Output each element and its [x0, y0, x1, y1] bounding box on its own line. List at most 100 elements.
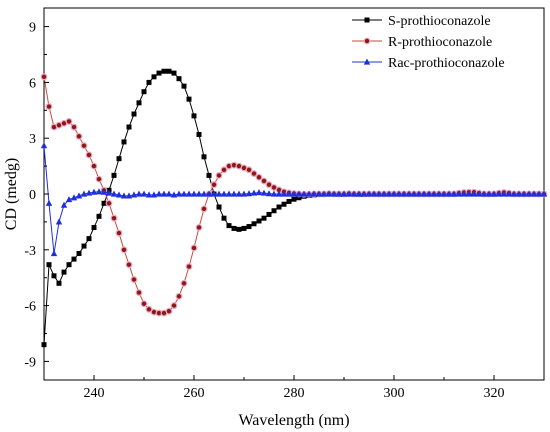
data-point [385, 190, 393, 197]
data-point [170, 191, 178, 198]
data-point [495, 190, 503, 197]
series-line [43, 70, 544, 345]
data-point [530, 190, 538, 197]
data-point [145, 305, 153, 313]
data-point [200, 190, 208, 197]
data-point [455, 190, 463, 197]
data-point [465, 190, 473, 197]
data-point [80, 142, 88, 150]
data-point [111, 172, 117, 178]
data-point [335, 190, 343, 197]
data-point [140, 190, 148, 197]
plot-area: 240 260 280 300 320 -9 -6 -3 0 3 6 9 [24, 7, 548, 401]
data-point [226, 223, 232, 229]
data-point [86, 236, 92, 242]
data-point [61, 269, 67, 275]
data-point [151, 74, 157, 80]
data-point [500, 190, 508, 197]
data-point [65, 196, 73, 203]
data-point [150, 191, 158, 198]
data-point [125, 192, 133, 199]
data-point [255, 189, 263, 196]
data-point [320, 190, 328, 197]
data-point [200, 205, 208, 213]
data-point [400, 190, 408, 197]
data-point [70, 194, 78, 201]
data-point [100, 188, 108, 195]
legend-label: S-prothioconazole [388, 14, 491, 29]
data-point [515, 190, 523, 197]
data-point [56, 280, 62, 286]
data-point [70, 123, 78, 131]
data-point [160, 190, 168, 197]
data-point [210, 190, 218, 197]
data-point [196, 131, 202, 137]
data-point [290, 190, 298, 197]
data-point [195, 190, 203, 197]
data-point [440, 190, 448, 197]
y-tick-label: -3 [24, 244, 36, 259]
data-point [405, 190, 413, 197]
data-point [280, 190, 288, 197]
data-point [230, 190, 238, 197]
data-point [395, 190, 403, 197]
series-layer [40, 68, 548, 348]
data-point [291, 196, 297, 202]
data-point [95, 188, 103, 195]
data-point [40, 142, 48, 149]
data-point [285, 190, 293, 197]
data-point [241, 225, 247, 231]
data-point [525, 190, 533, 197]
data-point [75, 192, 83, 199]
y-tick-label: 0 [29, 188, 36, 203]
data-point [141, 89, 147, 95]
data-point [220, 166, 228, 174]
data-point [215, 171, 223, 179]
data-point [110, 214, 118, 222]
data-point [410, 190, 418, 197]
data-point [185, 263, 193, 270]
data-point [245, 190, 253, 197]
data-point [475, 190, 483, 197]
data-point [275, 190, 283, 197]
data-point [135, 190, 143, 197]
data-point [186, 96, 192, 102]
data-point [505, 190, 513, 197]
data-point [185, 190, 193, 197]
data-point [355, 190, 363, 197]
data-point [60, 201, 68, 208]
data-point [221, 215, 227, 221]
data-point [85, 151, 93, 159]
data-point [490, 190, 498, 197]
data-point [81, 243, 87, 249]
series-rac-prothioconazole [40, 142, 548, 257]
data-point [485, 190, 493, 197]
data-point [255, 173, 263, 181]
data-point [175, 190, 183, 197]
data-point [80, 190, 88, 197]
data-point [205, 190, 213, 197]
data-point [191, 113, 197, 119]
data-point [305, 190, 313, 197]
data-point [165, 307, 173, 315]
data-point [480, 190, 488, 197]
data-point [435, 190, 443, 197]
data-point [55, 218, 63, 225]
data-point [295, 190, 303, 197]
data-point [216, 204, 222, 210]
data-point [146, 79, 152, 85]
data-point [330, 190, 338, 197]
data-point [65, 118, 73, 125]
data-point [245, 166, 253, 174]
data-point [135, 289, 143, 296]
data-point [250, 170, 258, 177]
data-point [286, 198, 292, 204]
data-point [310, 190, 318, 197]
data-point [380, 190, 388, 197]
data-point [120, 192, 128, 199]
data-point [296, 195, 302, 201]
data-point [145, 191, 153, 198]
data-point [206, 172, 212, 178]
data-point [140, 300, 148, 308]
